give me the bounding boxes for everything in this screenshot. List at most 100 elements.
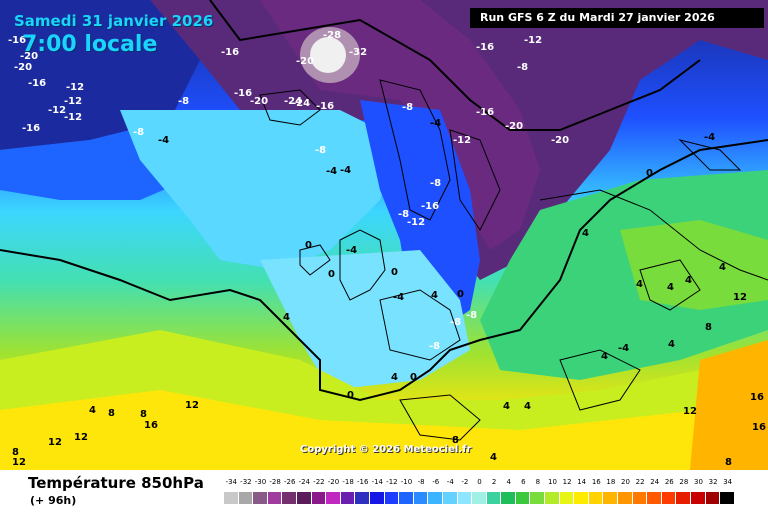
legend-tick-label: -24 <box>298 478 311 486</box>
legend-tick-label: -10 <box>400 478 413 486</box>
legend-swatch <box>603 492 619 504</box>
isotherm-value-label: 4 <box>668 339 675 350</box>
legend-tick-label: 32 <box>708 478 718 486</box>
isotherm-value-label: 0 <box>646 168 653 179</box>
isotherm-value-label: -4 <box>430 118 441 129</box>
isotherm-value-label: -16 <box>234 88 252 99</box>
legend-tick-label: 6 <box>521 478 526 486</box>
atlantic-cyan <box>120 110 400 270</box>
isotherm-value-label: 4 <box>524 401 531 412</box>
legend-tick-label: 4 <box>506 478 511 486</box>
isotherm-value-label: -8 <box>178 96 189 107</box>
legend-swatch <box>661 492 677 504</box>
legend-tick-label: 28 <box>679 478 689 486</box>
isotherm-value-label: 12 <box>12 457 26 468</box>
isotherm-value-label: 4 <box>601 351 608 362</box>
isotherm-value-label: -20 <box>14 62 32 73</box>
legend-tick-label: -20 <box>327 478 340 486</box>
legend-swatch <box>267 492 283 504</box>
isotherm-value-label: 4 <box>490 452 497 463</box>
legend-tick-label: 34 <box>723 478 733 486</box>
isotherm-value-label: 8 <box>12 447 19 458</box>
legend-tick-label: 2 <box>491 478 497 486</box>
isotherm-value-label: -8 <box>133 127 144 138</box>
isotherm-value-label: 16 <box>144 420 158 431</box>
legend-swatch <box>355 492 370 504</box>
model-run-info: Run GFS 6 Z du Mardi 27 janvier 2026 <box>470 8 764 28</box>
isotherm-value-label: 12 <box>48 437 62 448</box>
isotherm-value-label: 4 <box>685 275 692 286</box>
legend-swatch <box>224 492 239 504</box>
legend-swatch <box>588 492 604 504</box>
isotherm-value-label: -28 <box>323 30 341 41</box>
isotherm-value-label: 4 <box>582 228 589 239</box>
isotherm-value-label: 0 <box>347 390 354 401</box>
legend-tick-label: -18 <box>342 478 354 486</box>
legend-tick-label: -4 <box>446 478 454 486</box>
isotherm-value-label: -32 <box>349 47 367 58</box>
legend-swatch <box>676 492 691 504</box>
legend-swatch <box>559 492 575 504</box>
isotherm-value-label: 8 <box>452 435 459 446</box>
isotherm-value-label: 0 <box>410 372 417 383</box>
legend-swatch <box>282 492 297 504</box>
legend-tick-label: 22 <box>635 478 645 486</box>
isotherm-value-label: -12 <box>453 135 471 146</box>
legend-swatch <box>384 492 400 504</box>
isotherm-value-label: 0 <box>391 267 398 278</box>
isotherm-value-label: -16 <box>421 201 439 212</box>
legend-colorbar <box>224 492 735 504</box>
isotherm-value-label: -4 <box>704 132 715 143</box>
legend-swatch <box>691 492 706 504</box>
isotherm-value-label: -16 <box>476 42 494 53</box>
isotherm-value-label: 16 <box>750 392 764 403</box>
isotherm-value-label: 4 <box>391 372 398 383</box>
isotherm-value-label: -12 <box>407 217 425 228</box>
isotherm-value-label: -12 <box>66 82 84 93</box>
isotherm-value-label: 4 <box>667 282 674 293</box>
legend-tick-label: 0 <box>477 478 482 486</box>
temperature-map: -16 -20 -16 -12 -12 -16 -20 -24 -28 -32 -16 -16 -20-… <box>0 0 768 470</box>
map-canvas: -16-20-16 -12-12-16-20-24-28-32-16-16-20-… <box>0 0 768 470</box>
isotherm-value-label: -16 <box>316 101 334 112</box>
legend-tick-label: -34 <box>225 478 238 486</box>
isotherm-value-label: -20 <box>20 51 38 62</box>
coastlines <box>259 79 768 441</box>
isotherm-value-label: -4 <box>340 165 351 176</box>
isotherm-value-label: -24 <box>284 96 302 107</box>
isotherm-value-label: -24 <box>292 98 310 109</box>
legend-swatch <box>472 492 487 504</box>
legend-swatch <box>340 492 356 504</box>
legend-tick-label: 16 <box>591 478 601 486</box>
isotherm-value-label: -12 <box>48 105 66 116</box>
isotherm-value-label: -8 <box>402 102 413 113</box>
legend-tick-label: 30 <box>694 478 703 486</box>
color-scale-legend: -34 -32 -30 -28 -26 -24 -22 -20 -18 -16 -14 -12 -10-… <box>224 478 735 504</box>
isotherm-value-label: -8 <box>315 145 326 156</box>
legend-swatch <box>647 492 662 504</box>
isotherm-labels: -16-20-16 -12-12-16-20-24-28-32-16-16-20-… <box>8 30 766 468</box>
isotherm-value-label: 8 <box>108 408 115 419</box>
western-europe-cyan <box>260 250 470 390</box>
isotherm-value-label: -4 <box>326 166 337 177</box>
south-yellow <box>0 390 768 470</box>
legend-swatch <box>515 492 531 504</box>
isotherm-value-label: -20 <box>296 56 314 67</box>
legend-swatch <box>238 492 254 504</box>
forecast-lead-time: (+ 96h) <box>30 494 77 507</box>
isotherm-value-label: 0 <box>305 240 312 251</box>
isotherm-value-label: 12 <box>185 400 199 411</box>
isotherm-value-label: 16 <box>752 422 766 433</box>
isotherm-value-label: -16 <box>8 35 26 46</box>
isotherm-value-label: 4 <box>503 401 510 412</box>
isotherm-value-label: -8 <box>398 209 409 220</box>
legend-swatch <box>457 492 473 504</box>
legend-swatch <box>442 492 458 504</box>
isotherm-value-label: -12 <box>64 96 82 107</box>
legend-swatch <box>399 492 414 504</box>
isotherm-value-label: -8 <box>430 178 441 189</box>
isotherm-value-label: -20 <box>250 96 268 107</box>
legend-swatch <box>253 492 268 504</box>
legend-tick-label: -26 <box>283 478 296 486</box>
legend-tick-label: -6 <box>432 478 440 486</box>
